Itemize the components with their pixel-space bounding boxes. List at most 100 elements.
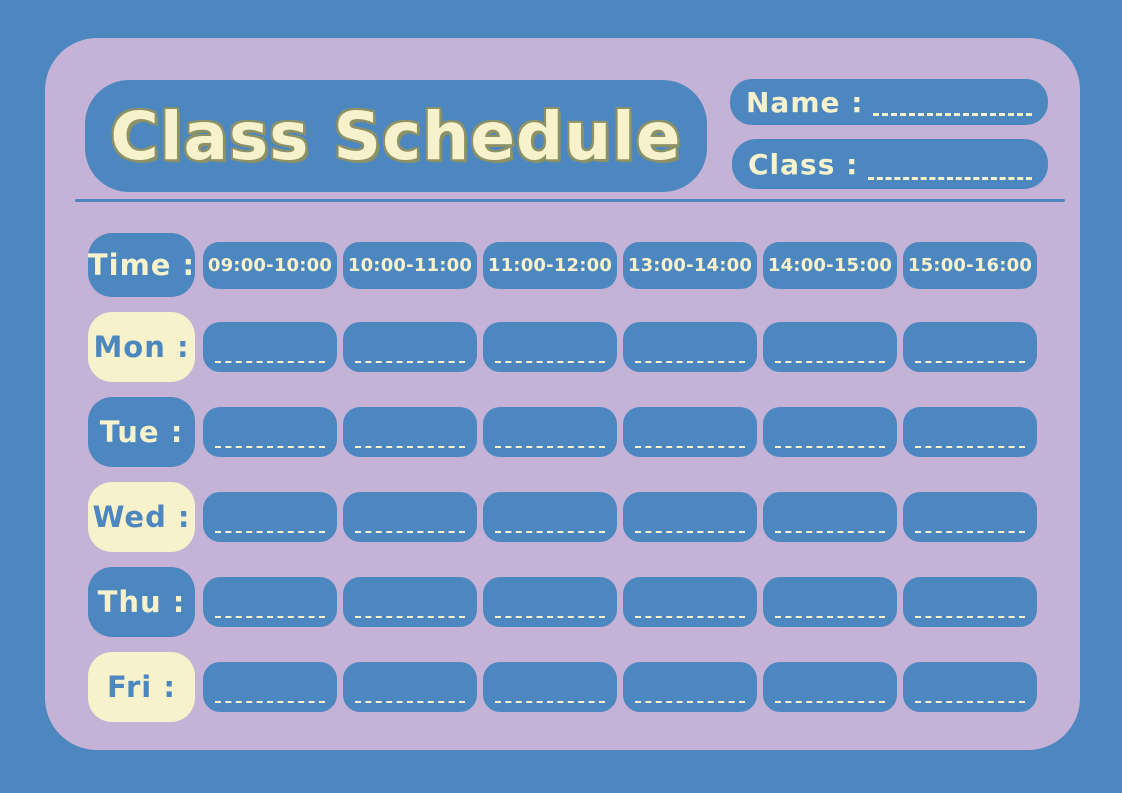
schedule-cell-wed-2[interactable] bbox=[343, 492, 477, 542]
time-slot-bar: 09:00-10:00 10:00-11:00 11:00-12:00 13:0… bbox=[203, 241, 1037, 289]
write-line bbox=[215, 531, 325, 533]
write-line bbox=[915, 446, 1025, 448]
time-label: Time : bbox=[88, 233, 195, 297]
time-slot-5: 14:00-15:00 bbox=[763, 241, 897, 289]
schedule-cell-thu-2[interactable] bbox=[343, 577, 477, 627]
cell-bar-mon bbox=[203, 322, 1037, 372]
write-line bbox=[355, 531, 465, 533]
write-line bbox=[635, 361, 745, 363]
day-label-fri: Fri : bbox=[88, 652, 195, 722]
write-line bbox=[355, 701, 465, 703]
name-field[interactable]: Name : bbox=[730, 79, 1048, 125]
time-header-row: Time : 09:00-10:00 10:00-11:00 11:00-12:… bbox=[88, 233, 1037, 297]
write-line bbox=[215, 446, 325, 448]
day-label-text-tue: Tue : bbox=[99, 415, 184, 449]
write-line bbox=[915, 361, 1025, 363]
time-slot-3: 11:00-12:00 bbox=[483, 241, 617, 289]
name-label: Name : bbox=[746, 85, 864, 119]
time-label-text: Time : bbox=[87, 248, 196, 282]
class-label: Class : bbox=[748, 147, 859, 181]
title-box: Class Schedule bbox=[85, 80, 707, 192]
schedule-cell-thu-3[interactable] bbox=[483, 577, 617, 627]
class-field[interactable]: Class : bbox=[732, 139, 1048, 189]
time-slot-1: 09:00-10:00 bbox=[203, 241, 337, 289]
write-line bbox=[635, 616, 745, 618]
write-line bbox=[215, 701, 325, 703]
schedule-cell-tue-2[interactable] bbox=[343, 407, 477, 457]
schedule-cell-tue-3[interactable] bbox=[483, 407, 617, 457]
day-label-text-fri: Fri : bbox=[107, 670, 176, 704]
day-label-tue: Tue : bbox=[88, 397, 195, 467]
schedule-cell-wed-6[interactable] bbox=[903, 492, 1037, 542]
write-line bbox=[495, 446, 605, 448]
schedule-cell-thu-5[interactable] bbox=[763, 577, 897, 627]
day-label-text-wed: Wed : bbox=[92, 500, 191, 534]
day-row-thu: Thu : bbox=[88, 567, 1037, 637]
schedule-cell-fri-3[interactable] bbox=[483, 662, 617, 712]
write-line bbox=[355, 361, 465, 363]
write-line bbox=[775, 531, 885, 533]
schedule-cell-mon-3[interactable] bbox=[483, 322, 617, 372]
day-label-wed: Wed : bbox=[88, 482, 195, 552]
write-line bbox=[915, 616, 1025, 618]
day-label-mon: Mon : bbox=[88, 312, 195, 382]
time-slot-2: 10:00-11:00 bbox=[343, 241, 477, 289]
schedule-cell-thu-4[interactable] bbox=[623, 577, 757, 627]
class-input-line[interactable] bbox=[868, 177, 1032, 180]
write-line bbox=[215, 361, 325, 363]
write-line bbox=[495, 531, 605, 533]
schedule-cell-mon-4[interactable] bbox=[623, 322, 757, 372]
day-label-thu: Thu : bbox=[88, 567, 195, 637]
schedule-grid: Time : 09:00-10:00 10:00-11:00 11:00-12:… bbox=[88, 233, 1037, 722]
schedule-cell-wed-4[interactable] bbox=[623, 492, 757, 542]
schedule-cell-tue-4[interactable] bbox=[623, 407, 757, 457]
day-row-tue: Tue : bbox=[88, 397, 1037, 467]
schedule-cell-thu-1[interactable] bbox=[203, 577, 337, 627]
cell-bar-thu bbox=[203, 577, 1037, 627]
day-label-text-thu: Thu : bbox=[97, 585, 186, 619]
write-line bbox=[495, 361, 605, 363]
schedule-cell-wed-1[interactable] bbox=[203, 492, 337, 542]
schedule-cell-fri-2[interactable] bbox=[343, 662, 477, 712]
write-line bbox=[355, 616, 465, 618]
write-line bbox=[635, 531, 745, 533]
write-line bbox=[215, 616, 325, 618]
cell-bar-tue bbox=[203, 407, 1037, 457]
write-line bbox=[775, 446, 885, 448]
schedule-cell-mon-1[interactable] bbox=[203, 322, 337, 372]
schedule-cell-mon-6[interactable] bbox=[903, 322, 1037, 372]
schedule-cell-wed-3[interactable] bbox=[483, 492, 617, 542]
write-line bbox=[775, 701, 885, 703]
write-line bbox=[495, 701, 605, 703]
write-line bbox=[775, 616, 885, 618]
schedule-cell-fri-4[interactable] bbox=[623, 662, 757, 712]
write-line bbox=[915, 531, 1025, 533]
schedule-cell-fri-5[interactable] bbox=[763, 662, 897, 712]
schedule-cell-fri-6[interactable] bbox=[903, 662, 1037, 712]
schedule-cell-mon-2[interactable] bbox=[343, 322, 477, 372]
schedule-cell-tue-6[interactable] bbox=[903, 407, 1037, 457]
day-row-fri: Fri : bbox=[88, 652, 1037, 722]
day-row-wed: Wed : bbox=[88, 482, 1037, 552]
header-divider bbox=[75, 199, 1065, 202]
cell-bar-wed bbox=[203, 492, 1037, 542]
schedule-cell-tue-5[interactable] bbox=[763, 407, 897, 457]
schedule-cell-thu-6[interactable] bbox=[903, 577, 1037, 627]
schedule-cell-tue-1[interactable] bbox=[203, 407, 337, 457]
time-slot-6: 15:00-16:00 bbox=[903, 241, 1037, 289]
day-label-text-mon: Mon : bbox=[93, 330, 190, 364]
schedule-cell-wed-5[interactable] bbox=[763, 492, 897, 542]
page-title: Class Schedule bbox=[110, 97, 682, 175]
schedule-cell-mon-5[interactable] bbox=[763, 322, 897, 372]
write-line bbox=[355, 446, 465, 448]
schedule-card: Class Schedule Name : Class : Time : 09:… bbox=[45, 38, 1080, 750]
write-line bbox=[775, 361, 885, 363]
day-row-mon: Mon : bbox=[88, 312, 1037, 382]
name-input-line[interactable] bbox=[873, 113, 1032, 116]
write-line bbox=[635, 701, 745, 703]
write-line bbox=[495, 616, 605, 618]
write-line bbox=[915, 701, 1025, 703]
cell-bar-fri bbox=[203, 662, 1037, 712]
schedule-cell-fri-1[interactable] bbox=[203, 662, 337, 712]
